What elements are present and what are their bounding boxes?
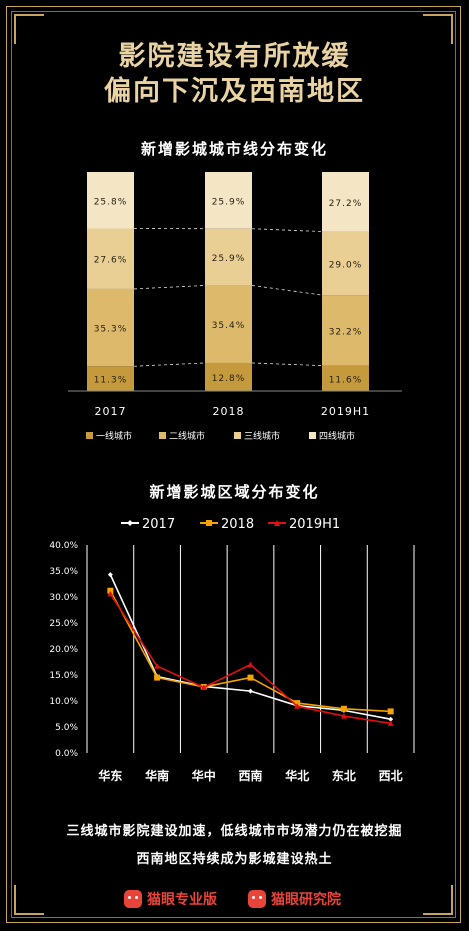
series-connector (133, 285, 206, 290)
bar-segment (205, 172, 252, 229)
x-tick-label: 西南 (238, 768, 262, 783)
x-tick-label: 东北 (332, 768, 356, 783)
logo-label: 猫眼专业版 (147, 892, 217, 908)
bar-segment (87, 288, 134, 367)
bar-segment (205, 362, 252, 391)
y-tick-label: 0.0% (55, 749, 78, 759)
series-connector (251, 228, 323, 232)
y-tick-label: 20.0% (49, 645, 78, 655)
corner-ornament (14, 885, 44, 915)
data-point (107, 572, 113, 578)
data-point (107, 587, 114, 594)
bar-segment (87, 228, 134, 289)
bar-segment (205, 228, 252, 286)
cat-icon (124, 890, 142, 908)
outer-frame (6, 6, 461, 923)
series-connector (133, 362, 206, 367)
bar-value-label: 27.6% (94, 256, 128, 266)
legend-swatch (159, 432, 166, 439)
x-tick-label: 2019H1 (321, 405, 370, 418)
bar-value-label: 27.2% (329, 199, 363, 209)
data-point (247, 674, 254, 681)
bar-value-label: 25.9% (212, 254, 246, 264)
legend-swatch (86, 432, 93, 439)
bar-value-label: 25.8% (94, 197, 128, 207)
cat-icon (248, 890, 266, 908)
data-point (154, 674, 161, 681)
data-point (387, 708, 394, 715)
series-connector (251, 285, 323, 296)
data-point (154, 663, 161, 669)
bar-value-label: 35.4% (212, 321, 246, 331)
data-point (248, 688, 253, 694)
bar-segment (322, 231, 369, 296)
bar-segment (322, 365, 369, 391)
legend-label: 二线城市 (169, 430, 205, 442)
legend-marker (274, 520, 280, 526)
bar-value-label: 32.2% (329, 327, 363, 337)
logo-label: 猫眼研究院 (271, 892, 341, 908)
x-tick-label: 华东 (98, 768, 122, 783)
legend-swatch (234, 432, 241, 439)
bar-segment (87, 366, 134, 391)
x-tick-label: 2018 (213, 405, 245, 418)
legend-swatch (309, 432, 316, 439)
legend-marker (127, 520, 133, 526)
data-point (387, 720, 394, 726)
y-tick-label: 15.0% (49, 671, 78, 681)
legend-label: 四线城市 (319, 430, 355, 442)
bar-segment (322, 172, 369, 232)
page-title-line1: 影院建设有所放缓 (118, 41, 351, 72)
x-tick-label: 华北 (285, 768, 309, 783)
bar-value-label: 11.6% (329, 375, 363, 385)
y-tick-label: 5.0% (55, 723, 78, 733)
page-title-line2: 偏向下沉及西南地区 (104, 76, 365, 107)
bar-value-label: 11.3% (94, 376, 128, 386)
legend-label: 一线城市 (96, 430, 132, 442)
series-connector (251, 362, 323, 366)
line-chart-title: 新增影城区域分布变化 (149, 483, 320, 501)
data-point (294, 700, 301, 707)
footer-text-line1: 三线城市影院建设加速，低线城市市场潜力仍在被挖掘 (66, 824, 403, 839)
x-tick-label: 华中 (192, 768, 216, 783)
legend-label: 2018 (221, 517, 254, 532)
y-tick-label: 40.0% (49, 541, 78, 551)
x-tick-label: 2017 (95, 405, 127, 418)
data-point (388, 716, 394, 722)
data-point (294, 703, 301, 709)
x-tick-label: 华南 (145, 768, 169, 783)
stacked-chart-title: 新增影城城市线分布变化 (140, 140, 328, 158)
bar-value-label: 25.9% (212, 197, 246, 207)
corner-ornament (423, 14, 453, 44)
bar-value-label: 35.3% (94, 325, 128, 335)
corner-ornament (14, 14, 44, 44)
corner-ornament (423, 885, 453, 915)
series-line (109, 574, 391, 720)
bar-value-label: 29.0% (329, 260, 363, 270)
data-point (200, 684, 207, 690)
y-tick-label: 30.0% (49, 593, 78, 603)
maoyan-pro-logo: 猫眼专业版 (124, 889, 217, 909)
inner-frame (11, 11, 456, 918)
bar-value-label: 12.8% (212, 374, 246, 384)
bar-segment (87, 172, 134, 229)
data-point (340, 713, 347, 719)
y-tick-label: 35.0% (49, 567, 78, 577)
y-tick-label: 25.0% (49, 619, 78, 629)
legend-label: 三线城市 (244, 430, 280, 442)
maoyan-research-logo: 猫眼研究院 (248, 889, 341, 909)
data-point (247, 661, 254, 668)
bar-segment (205, 285, 252, 363)
legend-label: 2017 (142, 517, 175, 532)
legend-marker (206, 520, 212, 526)
y-tick-label: 10.0% (49, 697, 78, 707)
footer-text-line2: 西南地区持续成为影城建设热土 (136, 852, 333, 867)
legend-label: 2019H1 (289, 517, 340, 532)
series-line (109, 593, 391, 725)
x-tick-label: 西北 (379, 768, 403, 783)
bar-segment (322, 295, 369, 366)
data-point (107, 590, 114, 597)
data-point (340, 705, 347, 712)
